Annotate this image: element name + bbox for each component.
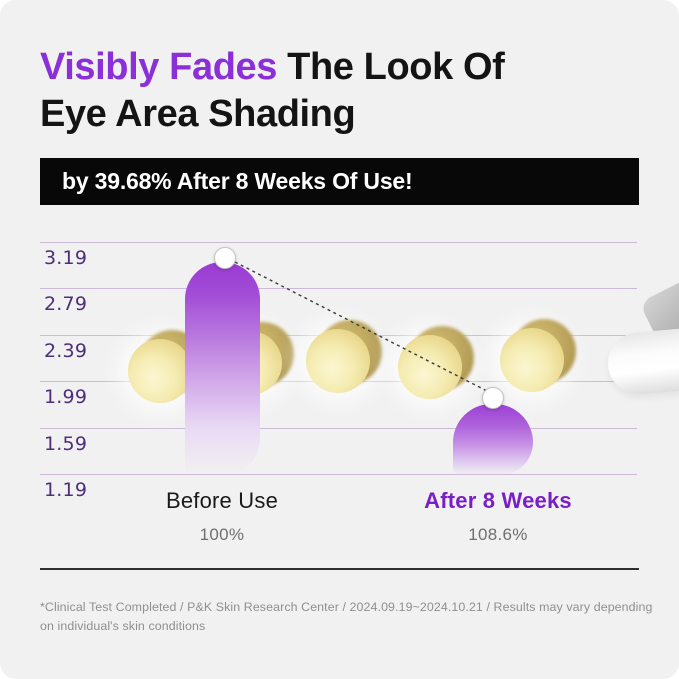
category-percentage: 108.6% [468, 525, 528, 544]
gold-capsule [500, 328, 564, 392]
gold-capsule [398, 335, 462, 399]
title-highlight: Visibly Fades [40, 46, 277, 88]
y-axis-tick: 1.99 [44, 386, 88, 408]
gold-capsule [128, 339, 192, 403]
title-line2: Eye Area Shading [40, 93, 356, 135]
category-before-use: Before Use 100% [122, 488, 322, 545]
footnote: *Clinical Test Completed / P&K Skin Rese… [40, 600, 653, 634]
category-label: Before Use [165, 488, 279, 513]
gridline [40, 242, 637, 243]
y-axis-tick: 3.19 [44, 247, 88, 269]
page-title: Visibly Fades The Look Of Eye Area Shadi… [40, 44, 505, 138]
claim-banner: by 39.68% After 8 Weeks Of Use! [40, 158, 639, 205]
gridline [40, 288, 637, 289]
y-axis-tick: 2.39 [44, 340, 88, 362]
divider [40, 568, 639, 570]
bar-before-use [185, 262, 260, 475]
data-point-after [482, 387, 504, 409]
category-after-8-weeks: After 8 Weeks 108.6% [398, 488, 598, 545]
gridline [40, 428, 637, 429]
title-line1-rest: The Look Of [277, 46, 505, 88]
y-axis-tick: 2.79 [44, 293, 88, 315]
y-axis-tick: 1.19 [44, 479, 88, 501]
claim-banner-text: by 39.68% After 8 Weeks Of Use! [62, 168, 413, 194]
bar-after-8-weeks [453, 404, 533, 475]
gridline [40, 474, 637, 475]
applicator-body [605, 327, 679, 397]
data-point-before [214, 247, 236, 269]
category-percentage: 100% [199, 525, 245, 544]
gold-capsule [306, 329, 370, 393]
y-axis-tick: 1.59 [44, 433, 88, 455]
category-label: After 8 Weeks [424, 488, 572, 513]
